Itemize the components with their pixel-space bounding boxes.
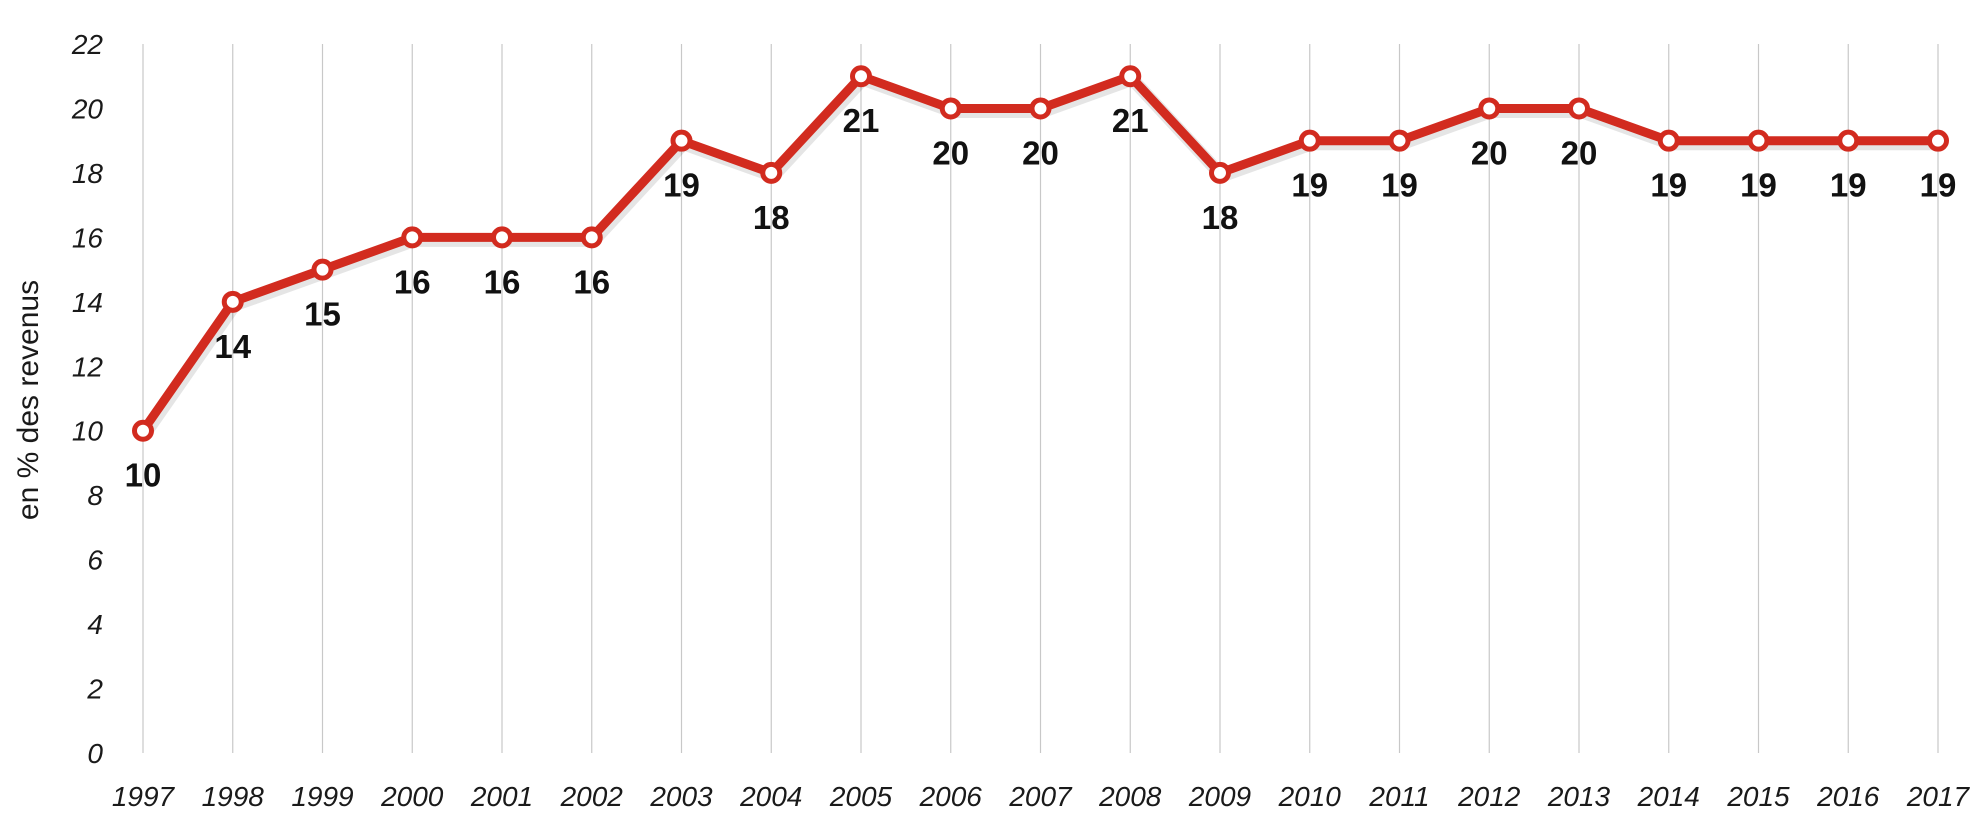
data-point-2003 — [670, 129, 693, 152]
data-point-2013 — [1568, 97, 1590, 120]
data-point-2009 — [1209, 161, 1231, 184]
data-point-2008 — [1119, 65, 1142, 88]
data-label-2004: 18 — [753, 199, 790, 236]
data-point-2017 — [1927, 129, 1949, 152]
markers — [132, 65, 1949, 442]
y-tick-label: 16 — [72, 222, 104, 253]
data-label-2015: 19 — [1740, 167, 1777, 204]
data-label-2008: 21 — [1112, 102, 1149, 139]
x-tick-label: 2004 — [739, 781, 802, 812]
data-labels: 10 14 15 16 16 16 19 18 21 20 20 21 18 19 19 20 20 19 19 19… — [125, 102, 1957, 494]
x-tick-label: 2000 — [380, 781, 444, 812]
data-point-2012 — [1478, 97, 1501, 120]
x-tick-label: 2015 — [1726, 781, 1790, 812]
y-tick-label: 4 — [87, 609, 103, 640]
data-point-2004 — [760, 161, 783, 184]
x-tick-label: 1998 — [202, 781, 265, 812]
y-tick-label: 22 — [71, 29, 104, 60]
data-point-2002 — [580, 226, 603, 249]
x-tick-label: 2012 — [1457, 781, 1521, 812]
data-label-2013: 20 — [1561, 134, 1598, 171]
data-label-2016: 19 — [1830, 167, 1867, 204]
data-label-2014: 19 — [1650, 167, 1687, 204]
gridlines — [142, 44, 1939, 753]
data-point-2015 — [1747, 129, 1770, 152]
data-point-2016 — [1837, 129, 1860, 152]
data-point-2007 — [1029, 97, 1052, 120]
x-tick-label: 2017 — [1906, 781, 1971, 812]
data-label-2000: 16 — [394, 263, 431, 300]
y-axis-ticks: 0 2 4 6 8 10 12 14 16 18 20 22 — [71, 29, 104, 769]
data-point-2005 — [850, 65, 872, 88]
y-tick-label: 2 — [86, 674, 103, 705]
x-tick-label: 2007 — [1008, 781, 1073, 812]
y-tick-label: 8 — [87, 480, 103, 511]
data-label-1998: 14 — [214, 328, 251, 365]
y-tick-label: 10 — [72, 416, 104, 447]
data-label-2009: 18 — [1202, 199, 1239, 236]
data-label-2005: 21 — [843, 102, 880, 139]
data-label-2006: 20 — [932, 134, 969, 171]
x-tick-label: 2001 — [470, 781, 533, 812]
y-tick-label: 12 — [72, 351, 104, 382]
y-tick-label: 6 — [87, 545, 103, 576]
x-tick-label: 2003 — [649, 781, 713, 812]
x-tick-label: 2014 — [1637, 781, 1700, 812]
x-tick-label: 2002 — [560, 781, 624, 812]
data-label-2003: 19 — [663, 167, 700, 204]
y-axis-title: en % des revenus — [12, 280, 45, 520]
x-tick-label: 1997 — [112, 781, 176, 812]
data-label-2001: 16 — [484, 263, 521, 300]
data-point-2006 — [939, 97, 962, 120]
data-label-1999: 15 — [304, 296, 341, 333]
x-tick-label: 2013 — [1547, 781, 1611, 812]
x-tick-label: 2016 — [1816, 781, 1880, 812]
data-point-1998 — [221, 290, 244, 313]
x-tick-label: 2008 — [1098, 781, 1162, 812]
data-label-2017: 19 — [1920, 167, 1957, 204]
x-tick-label: 2011 — [1368, 781, 1429, 812]
x-tick-label: 2005 — [829, 781, 893, 812]
y-tick-label: 18 — [72, 158, 104, 189]
data-point-2001 — [491, 226, 513, 249]
x-tick-label: 1999 — [291, 781, 353, 812]
data-point-2000 — [401, 226, 424, 249]
y-tick-label: 14 — [72, 287, 103, 318]
data-label-2002: 16 — [573, 263, 610, 300]
data-label-2012: 20 — [1471, 134, 1508, 171]
x-tick-label: 2009 — [1188, 781, 1251, 812]
data-point-1997 — [132, 419, 154, 442]
data-point-2014 — [1657, 129, 1680, 152]
y-tick-label: 20 — [71, 93, 104, 124]
x-tick-label: 2010 — [1278, 781, 1342, 812]
data-label-2010: 19 — [1291, 167, 1328, 204]
data-label-1997: 10 — [125, 457, 162, 494]
x-tick-label: 2006 — [919, 781, 983, 812]
data-point-2011 — [1388, 129, 1411, 152]
data-label-2011: 19 — [1381, 167, 1418, 204]
data-point-2010 — [1298, 129, 1321, 152]
data-label-2007: 20 — [1022, 134, 1059, 171]
data-point-1999 — [311, 258, 334, 281]
x-axis-ticks: 1997 1998 1999 2000 2001 2002 2003 2004 2005 2006… — [112, 781, 1971, 812]
y-tick-label: 0 — [87, 738, 103, 769]
